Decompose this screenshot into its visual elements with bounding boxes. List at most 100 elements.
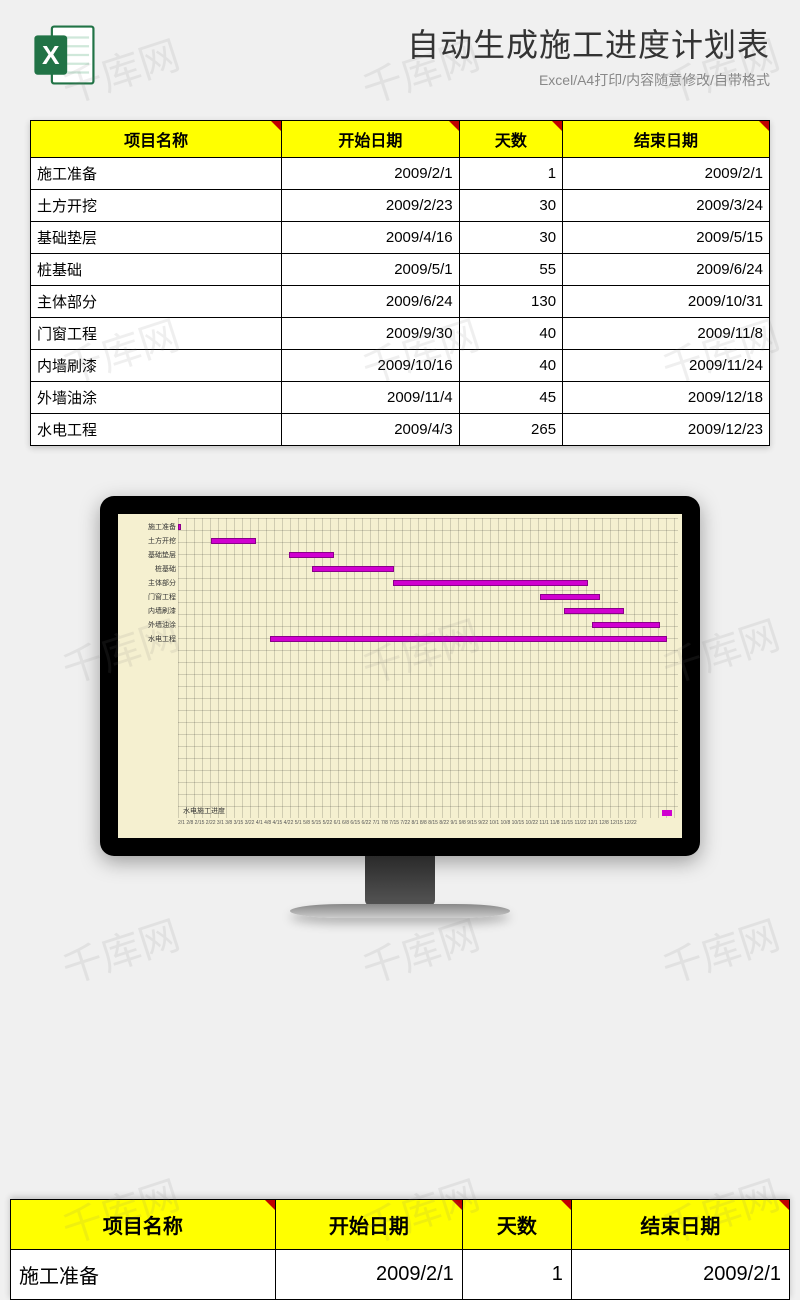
cell-days: 30 bbox=[459, 222, 562, 254]
cell-days: 1 bbox=[462, 1250, 571, 1300]
table-row: 桩基础2009/5/1552009/6/24 bbox=[31, 254, 770, 286]
header: X 自动生成施工进度计划表 Excel/A4打印/内容随意修改/自带格式 bbox=[0, 0, 800, 100]
table-row: 门窗工程2009/9/30402009/11/8 bbox=[31, 318, 770, 350]
cell-name: 施工准备 bbox=[31, 158, 282, 190]
cell-end: 2009/12/23 bbox=[563, 414, 770, 446]
gantt-row-label: 门窗工程 bbox=[120, 592, 176, 602]
cell-end: 2009/5/15 bbox=[563, 222, 770, 254]
table-row: 施工准备 2009/2/1 1 2009/2/1 bbox=[11, 1250, 790, 1300]
cell-start: 2009/10/16 bbox=[282, 350, 459, 382]
cell-end: 2009/3/24 bbox=[563, 190, 770, 222]
gantt-bar bbox=[312, 566, 395, 572]
gantt-bar bbox=[592, 622, 660, 628]
cell-days: 130 bbox=[459, 286, 562, 318]
cell-name: 主体部分 bbox=[31, 286, 282, 318]
cell-name: 施工准备 bbox=[11, 1250, 276, 1300]
cell-days: 40 bbox=[459, 350, 562, 382]
gantt-row-label: 桩基础 bbox=[120, 564, 176, 574]
cell-name: 土方开挖 bbox=[31, 190, 282, 222]
gantt-row-label: 土方开挖 bbox=[120, 536, 176, 546]
gantt-row-label: 基础垫层 bbox=[120, 550, 176, 560]
gantt-grid bbox=[178, 518, 678, 818]
gantt-bar bbox=[178, 524, 181, 530]
col-header-start: 开始日期 bbox=[282, 121, 459, 158]
col-header-label: 项目名称 bbox=[124, 133, 188, 150]
monitor-mockup: 水电施工进度 2/1 2/8 2/15 2/22 3/1 3/8 3/15 3/… bbox=[100, 496, 700, 918]
gantt-bar bbox=[270, 636, 668, 642]
gantt-bar bbox=[393, 580, 588, 586]
cell-start: 2009/2/23 bbox=[282, 190, 459, 222]
cell-start: 2009/4/3 bbox=[282, 414, 459, 446]
table-header-row: 项目名称 开始日期 天数 结束日期 bbox=[31, 121, 770, 158]
monitor-stand-base bbox=[290, 904, 510, 918]
cell-end: 2009/10/31 bbox=[563, 286, 770, 318]
gantt-chart: 水电施工进度 2/1 2/8 2/15 2/22 3/1 3/8 3/15 3/… bbox=[118, 514, 682, 838]
col-header-label: 天数 bbox=[497, 1216, 537, 1238]
cell-name: 桩基础 bbox=[31, 254, 282, 286]
cell-name: 内墙刷漆 bbox=[31, 350, 282, 382]
cell-days: 40 bbox=[459, 318, 562, 350]
col-header-label: 结束日期 bbox=[634, 133, 698, 150]
table-row: 土方开挖2009/2/23302009/3/24 bbox=[31, 190, 770, 222]
cell-start: 2009/2/1 bbox=[282, 158, 459, 190]
page-title: 自动生成施工进度计划表 bbox=[115, 20, 770, 66]
cell-start: 2009/5/1 bbox=[282, 254, 459, 286]
page-subtitle: Excel/A4打印/内容随意修改/自带格式 bbox=[115, 70, 770, 90]
comment-corner-icon bbox=[265, 1200, 275, 1210]
col-header-name: 项目名称 bbox=[31, 121, 282, 158]
svg-text:X: X bbox=[42, 40, 60, 70]
cell-days: 30 bbox=[459, 190, 562, 222]
gantt-bar bbox=[564, 608, 624, 614]
col-header-label: 开始日期 bbox=[338, 133, 402, 150]
gantt-bar bbox=[211, 538, 256, 544]
cell-name: 基础垫层 bbox=[31, 222, 282, 254]
table-row: 水电工程2009/4/32652009/12/23 bbox=[31, 414, 770, 446]
cell-start: 2009/6/24 bbox=[282, 286, 459, 318]
comment-corner-icon bbox=[552, 121, 562, 131]
col-header-start: 开始日期 bbox=[275, 1200, 462, 1250]
gantt-legend-label: 水电施工进度 bbox=[183, 806, 225, 816]
gantt-row-label: 施工准备 bbox=[120, 522, 176, 532]
cell-end: 2009/11/8 bbox=[563, 318, 770, 350]
schedule-table: 项目名称 开始日期 天数 结束日期 施工准备2009/2/112009/2/1土… bbox=[30, 120, 770, 446]
table-row: 基础垫层2009/4/16302009/5/15 bbox=[31, 222, 770, 254]
col-header-days: 天数 bbox=[462, 1200, 571, 1250]
table-row: 内墙刷漆2009/10/16402009/11/24 bbox=[31, 350, 770, 382]
comment-corner-icon bbox=[449, 121, 459, 131]
comment-corner-icon bbox=[452, 1200, 462, 1210]
cell-end: 2009/11/24 bbox=[563, 350, 770, 382]
bottom-table-preview: 项目名称 开始日期 天数 结束日期 施工准备 2009/2/1 1 2009/2… bbox=[10, 1199, 790, 1300]
cell-days: 1 bbox=[459, 158, 562, 190]
col-header-name: 项目名称 bbox=[11, 1200, 276, 1250]
comment-corner-icon bbox=[271, 121, 281, 131]
table-row: 施工准备2009/2/112009/2/1 bbox=[31, 158, 770, 190]
col-header-days: 天数 bbox=[459, 121, 562, 158]
monitor-stand-neck bbox=[365, 856, 435, 906]
cell-end: 2009/2/1 bbox=[571, 1250, 789, 1300]
col-header-label: 项目名称 bbox=[103, 1216, 183, 1238]
schedule-table-bottom: 项目名称 开始日期 天数 结束日期 施工准备 2009/2/1 1 2009/2… bbox=[10, 1199, 790, 1300]
col-header-end: 结束日期 bbox=[571, 1200, 789, 1250]
gantt-row-label: 水电工程 bbox=[120, 634, 176, 644]
comment-corner-icon bbox=[759, 121, 769, 131]
excel-icon: X bbox=[30, 20, 100, 90]
gantt-row-label: 内墙刷漆 bbox=[120, 606, 176, 616]
table-row: 主体部分2009/6/241302009/10/31 bbox=[31, 286, 770, 318]
gantt-legend-swatch bbox=[662, 810, 672, 816]
col-header-label: 结束日期 bbox=[640, 1216, 720, 1238]
cell-end: 2009/2/1 bbox=[563, 158, 770, 190]
gantt-bar bbox=[540, 594, 600, 600]
cell-start: 2009/11/4 bbox=[282, 382, 459, 414]
cell-days: 45 bbox=[459, 382, 562, 414]
cell-name: 外墙油涂 bbox=[31, 382, 282, 414]
table-row: 外墙油涂2009/11/4452009/12/18 bbox=[31, 382, 770, 414]
cell-days: 55 bbox=[459, 254, 562, 286]
cell-start: 2009/9/30 bbox=[282, 318, 459, 350]
comment-corner-icon bbox=[779, 1200, 789, 1210]
cell-days: 265 bbox=[459, 414, 562, 446]
col-header-end: 结束日期 bbox=[563, 121, 770, 158]
cell-start: 2009/4/16 bbox=[282, 222, 459, 254]
col-header-label: 开始日期 bbox=[329, 1216, 409, 1238]
col-header-label: 天数 bbox=[495, 133, 527, 150]
cell-start: 2009/2/1 bbox=[275, 1250, 462, 1300]
